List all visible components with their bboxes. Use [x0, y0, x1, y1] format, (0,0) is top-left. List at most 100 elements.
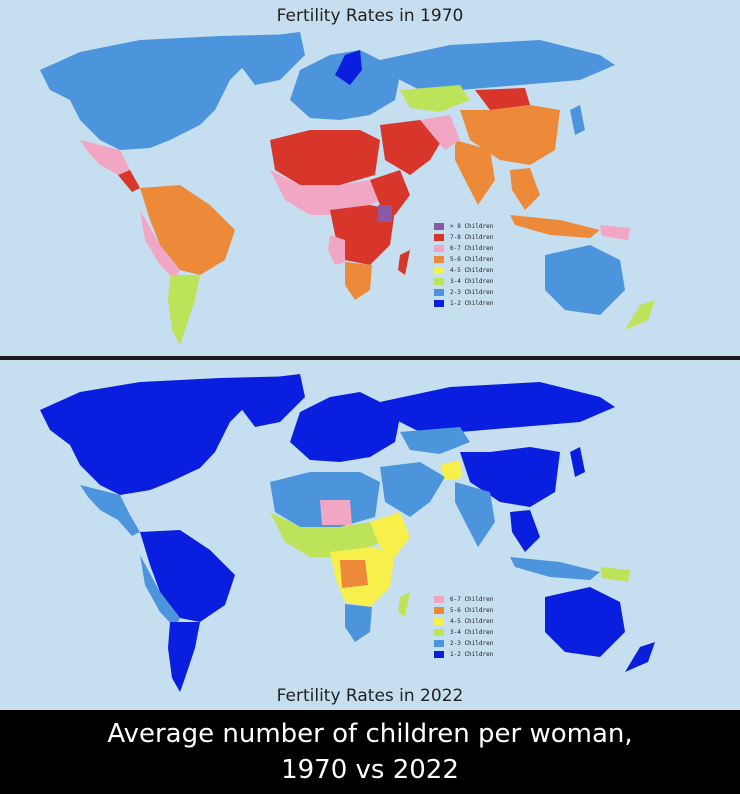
middle-east-1970 [380, 120, 445, 175]
north-america-2022 [40, 376, 300, 495]
afghanistan-2022 [440, 460, 462, 480]
japan-2022 [570, 447, 585, 477]
map-1970-legend-label: > 8 Children [450, 223, 494, 230]
mongolia-1970 [475, 88, 530, 110]
angola-1970 [328, 235, 345, 265]
new-guinea-2022 [600, 567, 630, 582]
map-2022-legend-label: 1-2 Children [450, 651, 494, 658]
russia-2022 [380, 382, 615, 432]
map-1970-legend-swatch [434, 245, 444, 252]
panel-divider [0, 356, 740, 360]
map-2022-legend-item: 4-5 Children [434, 616, 493, 627]
mexico-1970 [80, 140, 130, 175]
argentina-1970 [168, 275, 200, 345]
central-america-2022 [118, 515, 140, 536]
australia-2022 [545, 587, 625, 657]
central-america-1970 [118, 170, 140, 192]
indonesia-1970 [510, 215, 600, 238]
peru-bolivia-1970 [140, 210, 180, 280]
greenland-2022 [235, 374, 305, 427]
central-asia-2022 [400, 427, 470, 454]
mexico-2022 [80, 485, 130, 520]
japan-1970 [570, 105, 585, 135]
iran-1970 [420, 115, 460, 150]
caption-line-1: Average number of children per woman, [107, 719, 633, 749]
east-africa-2022 [370, 512, 410, 557]
map-2022-legend-label: 5-6 Children [450, 607, 494, 614]
map-1970-legend-swatch [434, 234, 444, 241]
europe-2022 [290, 392, 400, 462]
map-2022-legend-item: 2-3 Children [434, 638, 493, 649]
map-2022-legend-label: 4-5 Children [450, 618, 494, 625]
new-guinea-1970 [600, 225, 630, 240]
australia-1970 [545, 245, 625, 315]
southeast-asia-2022 [510, 510, 540, 552]
south-america-2022 [140, 530, 235, 622]
map-1970-legend-label: 4-5 Children [450, 267, 494, 274]
map-2022-legend-label: 3-4 Children [450, 629, 494, 636]
west-africa-1970 [270, 170, 380, 215]
map-2022-legend-swatch [434, 651, 444, 658]
map-1970-legend-item: 4-5 Children [434, 265, 493, 276]
madagascar-1970 [398, 250, 410, 275]
map-title-1970: Fertility Rates in 1970 [276, 6, 464, 26]
west-africa-2022 [270, 512, 380, 557]
europe-1970 [290, 50, 400, 120]
north-america-1970 [40, 34, 300, 150]
map-1970-legend-label: 3-4 Children [450, 278, 494, 285]
map-1970-legend-label: 5-6 Children [450, 256, 494, 263]
map-2022-legend-label: 6-7 Children [450, 596, 494, 603]
india-1970 [455, 140, 495, 205]
east-africa-1970 [370, 170, 410, 215]
world-map-2022 [40, 374, 655, 692]
map-2022-legend-swatch [434, 607, 444, 614]
map-2022-legend-item: 5-6 Children [434, 605, 493, 616]
north-africa-2022 [270, 472, 380, 527]
map-2022-legend-swatch [434, 629, 444, 636]
middle-east-2022 [380, 462, 445, 517]
scandinavia-1970 [335, 50, 362, 85]
map-panel-1970: Fertility Rates in 1970 > 8 Children 7-8 … [0, 0, 740, 356]
map-1970-legend-swatch [434, 289, 444, 296]
map-2022-legend-swatch [434, 640, 444, 647]
india-2022 [455, 482, 495, 547]
new-zealand-2022 [625, 642, 655, 672]
map-2022-legend-item: 1-2 Children [434, 649, 493, 660]
southern-africa-1970 [345, 262, 372, 300]
map-2022-legend-label: 2-3 Children [450, 640, 494, 647]
map-1970-legend-swatch [434, 223, 444, 230]
russia-1970 [380, 40, 615, 90]
map-1970-legend-item: 5-6 Children [434, 254, 493, 265]
map-1970-legend-item: 6-7 Children [434, 243, 493, 254]
central-asia-1970 [400, 85, 470, 112]
map-1970-legend-item: 2-3 Children [434, 287, 493, 298]
map-1970-legend-label: 1-2 Children [450, 300, 494, 307]
map-title-2022: Fertility Rates in 2022 [276, 686, 464, 706]
north-africa-1970 [270, 130, 380, 185]
niger-2022 [320, 500, 352, 525]
map-panel-2022: 6-7 Children 5-6 Children 4-5 Children 3-4 … [0, 360, 740, 710]
caption-line-2: 1970 vs 2022 [281, 755, 459, 785]
world-map-1970 [40, 32, 655, 345]
map-1970-legend-swatch [434, 256, 444, 263]
map-1970-legend-label: 2-3 Children [450, 289, 494, 296]
map-1970-legend-item: 3-4 Children [434, 276, 493, 287]
southern-africa-2022 [345, 604, 372, 642]
legend-1970: > 8 Children 7-8 Children 6-7 Children 5-6 … [434, 221, 493, 309]
greenland-1970 [235, 32, 305, 85]
map-1970-legend-swatch [434, 300, 444, 307]
madagascar-2022 [398, 592, 410, 617]
map-1970-legend-label: 6-7 Children [450, 245, 494, 252]
new-zealand-1970 [625, 300, 655, 330]
map-1970-legend-item: > 8 Children [434, 221, 493, 232]
south-america-north-1970 [140, 185, 235, 275]
southeast-asia-1970 [510, 168, 540, 210]
legend-2022: 6-7 Children 5-6 Children 4-5 Children 3-4 … [434, 594, 493, 660]
map-2022-legend-item: 3-4 Children [434, 627, 493, 638]
map-1970-legend-label: 7-8 Children [450, 234, 494, 241]
map-1970-legend-swatch [434, 278, 444, 285]
argentina-2022 [168, 622, 200, 692]
map-1970-legend-swatch [434, 267, 444, 274]
indonesia-2022 [510, 557, 600, 580]
congo-2022 [340, 560, 368, 588]
